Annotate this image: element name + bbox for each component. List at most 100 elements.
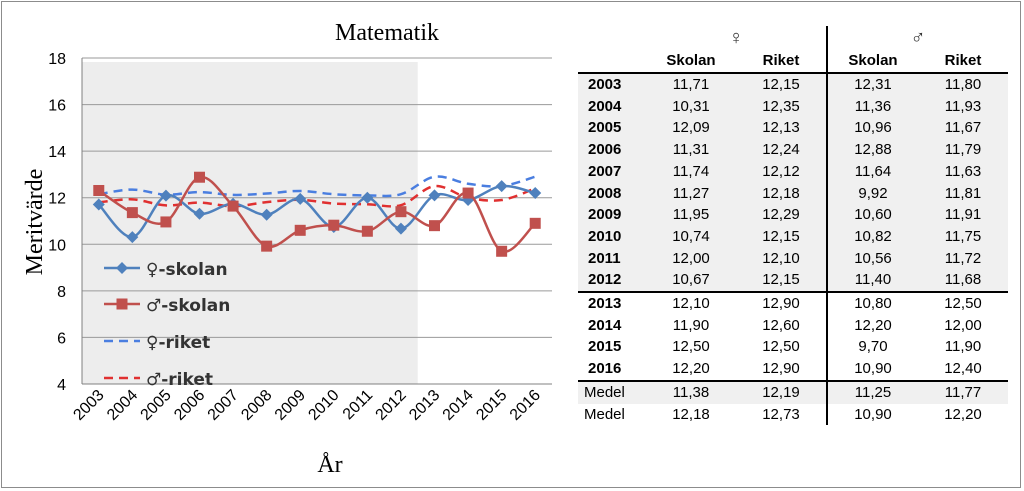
average-row: Medel 12,18 12,73 10,90 12,20 <box>578 403 1008 426</box>
average-label: Medel <box>578 379 646 404</box>
female-school-cell: 10,67 <box>646 269 736 293</box>
year-cell: 2003 <box>578 73 646 96</box>
average-label: Medel <box>584 405 625 423</box>
table-row: 2006 11,31 12,24 12,88 11,79 <box>578 139 1008 161</box>
male-school-cell: 11,36 <box>827 95 918 118</box>
header-female-national: Riket <box>736 50 828 74</box>
male-national-cell: 11,90 <box>944 338 982 356</box>
data-point-square <box>496 245 508 257</box>
x-tick-label: 2008 <box>238 387 275 424</box>
female-national-cell: 12,18 <box>736 182 828 205</box>
female-national-cell: 12,73 <box>736 403 828 426</box>
male-school-cell: 11,64 <box>827 160 918 183</box>
data-point-diamond <box>394 222 407 235</box>
x-tick-label: 2007 <box>205 387 242 424</box>
y-tick-label: 6 <box>57 330 66 347</box>
year-cell: 2014 <box>588 316 622 334</box>
data-point-square <box>160 216 172 228</box>
female-school-cell: 10,74 <box>646 225 736 248</box>
data-point-diamond <box>428 189 441 202</box>
male-school-cell: 10,90 <box>854 405 892 423</box>
data-point-square <box>529 217 541 229</box>
year-cell: 2004 <box>578 95 646 118</box>
female-national-cell: 12,60 <box>736 314 828 337</box>
female-school-cell: 11,31 <box>646 139 736 161</box>
year-cell: 2013 <box>578 291 646 315</box>
data-table-panel: ♀ ♂ Skolan Riket Skolan Riket 2003 11,71 1… <box>578 26 1008 426</box>
data-point-square <box>395 206 407 218</box>
male-national-cell: 11,93 <box>918 95 1008 118</box>
data-point-square <box>328 219 340 231</box>
table-row: 2005 12,09 12,13 10,96 11,67 <box>578 117 1008 140</box>
male-national-cell: 11,75 <box>918 225 1008 248</box>
data-point-diamond <box>529 187 542 200</box>
average-rows: Medel 11,38 12,19 11,25 11,77 Medel 12,18 12,73… <box>578 379 1008 426</box>
data-point-square <box>227 200 239 212</box>
female-national-cell: 12,15 <box>736 269 828 293</box>
legend-label-0: ♀-skolan <box>146 260 228 280</box>
male-national-cell: 11,81 <box>918 182 1008 205</box>
data-point-diamond <box>495 180 508 193</box>
year-cell: 2011 <box>578 247 646 270</box>
female-national-cell: 12,15 <box>736 73 828 96</box>
female-school-cell: 11,71 <box>646 73 736 96</box>
x-tick-label: 2015 <box>473 387 510 424</box>
female-school-cell: 10,31 <box>646 95 736 118</box>
female-national-cell: 12,29 <box>736 204 828 226</box>
year-cell: 2015 <box>588 338 622 356</box>
male-school-cell: 10,60 <box>827 204 918 226</box>
female-school-cell: 11,38 <box>646 379 736 404</box>
legend-label-1: ♂-skolan <box>146 296 230 316</box>
plot-area: 4 6 8 10 12 14 16 18 200320042005200620072008200… <box>48 51 552 424</box>
x-tick-label: 2016 <box>507 387 544 424</box>
male-school-cell: 11,25 <box>827 379 918 404</box>
data-point-diamond <box>294 192 307 205</box>
female-national-cell: 12,50 <box>736 336 828 359</box>
female-national-cell: 12,90 <box>736 358 828 381</box>
x-tick-label: 2009 <box>272 387 309 424</box>
x-tick-label: 2011 <box>340 387 376 423</box>
table-row: 2010 10,74 12,15 10,82 11,75 <box>578 225 1008 248</box>
header-female-school: Skolan <box>646 50 736 74</box>
x-tick-label: 2004 <box>104 387 141 424</box>
year-cell: 2005 <box>578 117 646 140</box>
male-school-cell: 10,56 <box>827 247 918 270</box>
male-school-cell: 9,92 <box>827 182 918 205</box>
male-school-cell: 10,96 <box>827 117 918 140</box>
male-symbol: ♂ <box>910 27 926 49</box>
female-school-cell: 12,00 <box>646 247 736 270</box>
data-point-square <box>361 225 373 237</box>
table-row: 2016 12,20 12,90 10,90 12,40 <box>578 358 1008 381</box>
female-national-cell: 12,24 <box>736 139 828 161</box>
male-national-cell: 11,68 <box>918 269 1008 293</box>
year-cell: 2010 <box>578 225 646 248</box>
header-male-national: Riket <box>918 50 1008 74</box>
data-point-square <box>294 224 306 236</box>
data-point-square <box>194 171 205 183</box>
table-row: 2003 11,71 12,15 12,31 11,80 <box>578 73 1008 96</box>
legend-marker <box>116 298 128 310</box>
table-row: 2011 12,00 12,10 10,56 11,72 <box>578 247 1008 270</box>
table-row: 2007 11,74 12,12 11,64 11,63 <box>578 160 1008 183</box>
data-point-square <box>429 220 440 232</box>
male-national-cell: 11,80 <box>918 73 1008 96</box>
data-point-diamond <box>260 208 273 221</box>
y-tick-label: 8 <box>57 284 66 301</box>
data-point-square <box>126 207 138 219</box>
y-tick-label: 18 <box>48 51 66 68</box>
male-national-cell: 12,20 <box>944 405 982 423</box>
male-school-cell: 10,90 <box>854 360 892 378</box>
line-chart: Matematik År Meritvärde 4 6 8 10 12 14 16 18 200… <box>22 20 552 478</box>
x-tick-label: 2014 <box>440 387 477 424</box>
x-tick-label: 2013 <box>406 387 443 424</box>
female-national-cell: 12,90 <box>736 291 828 315</box>
data-point-square <box>462 187 474 199</box>
female-school-cell: 11,74 <box>646 160 736 183</box>
female-school-cell: 12,10 <box>646 291 736 315</box>
year-cell: 2008 <box>578 182 646 205</box>
average-row: Medel 11,38 12,19 11,25 11,77 <box>578 379 1008 404</box>
female-school-cell: 11,90 <box>672 316 710 334</box>
y-tick-label: 16 <box>48 98 66 115</box>
female-school-cell: 12,18 <box>672 405 710 423</box>
table-row: 2004 10,31 12,35 11,36 11,93 <box>578 95 1008 118</box>
